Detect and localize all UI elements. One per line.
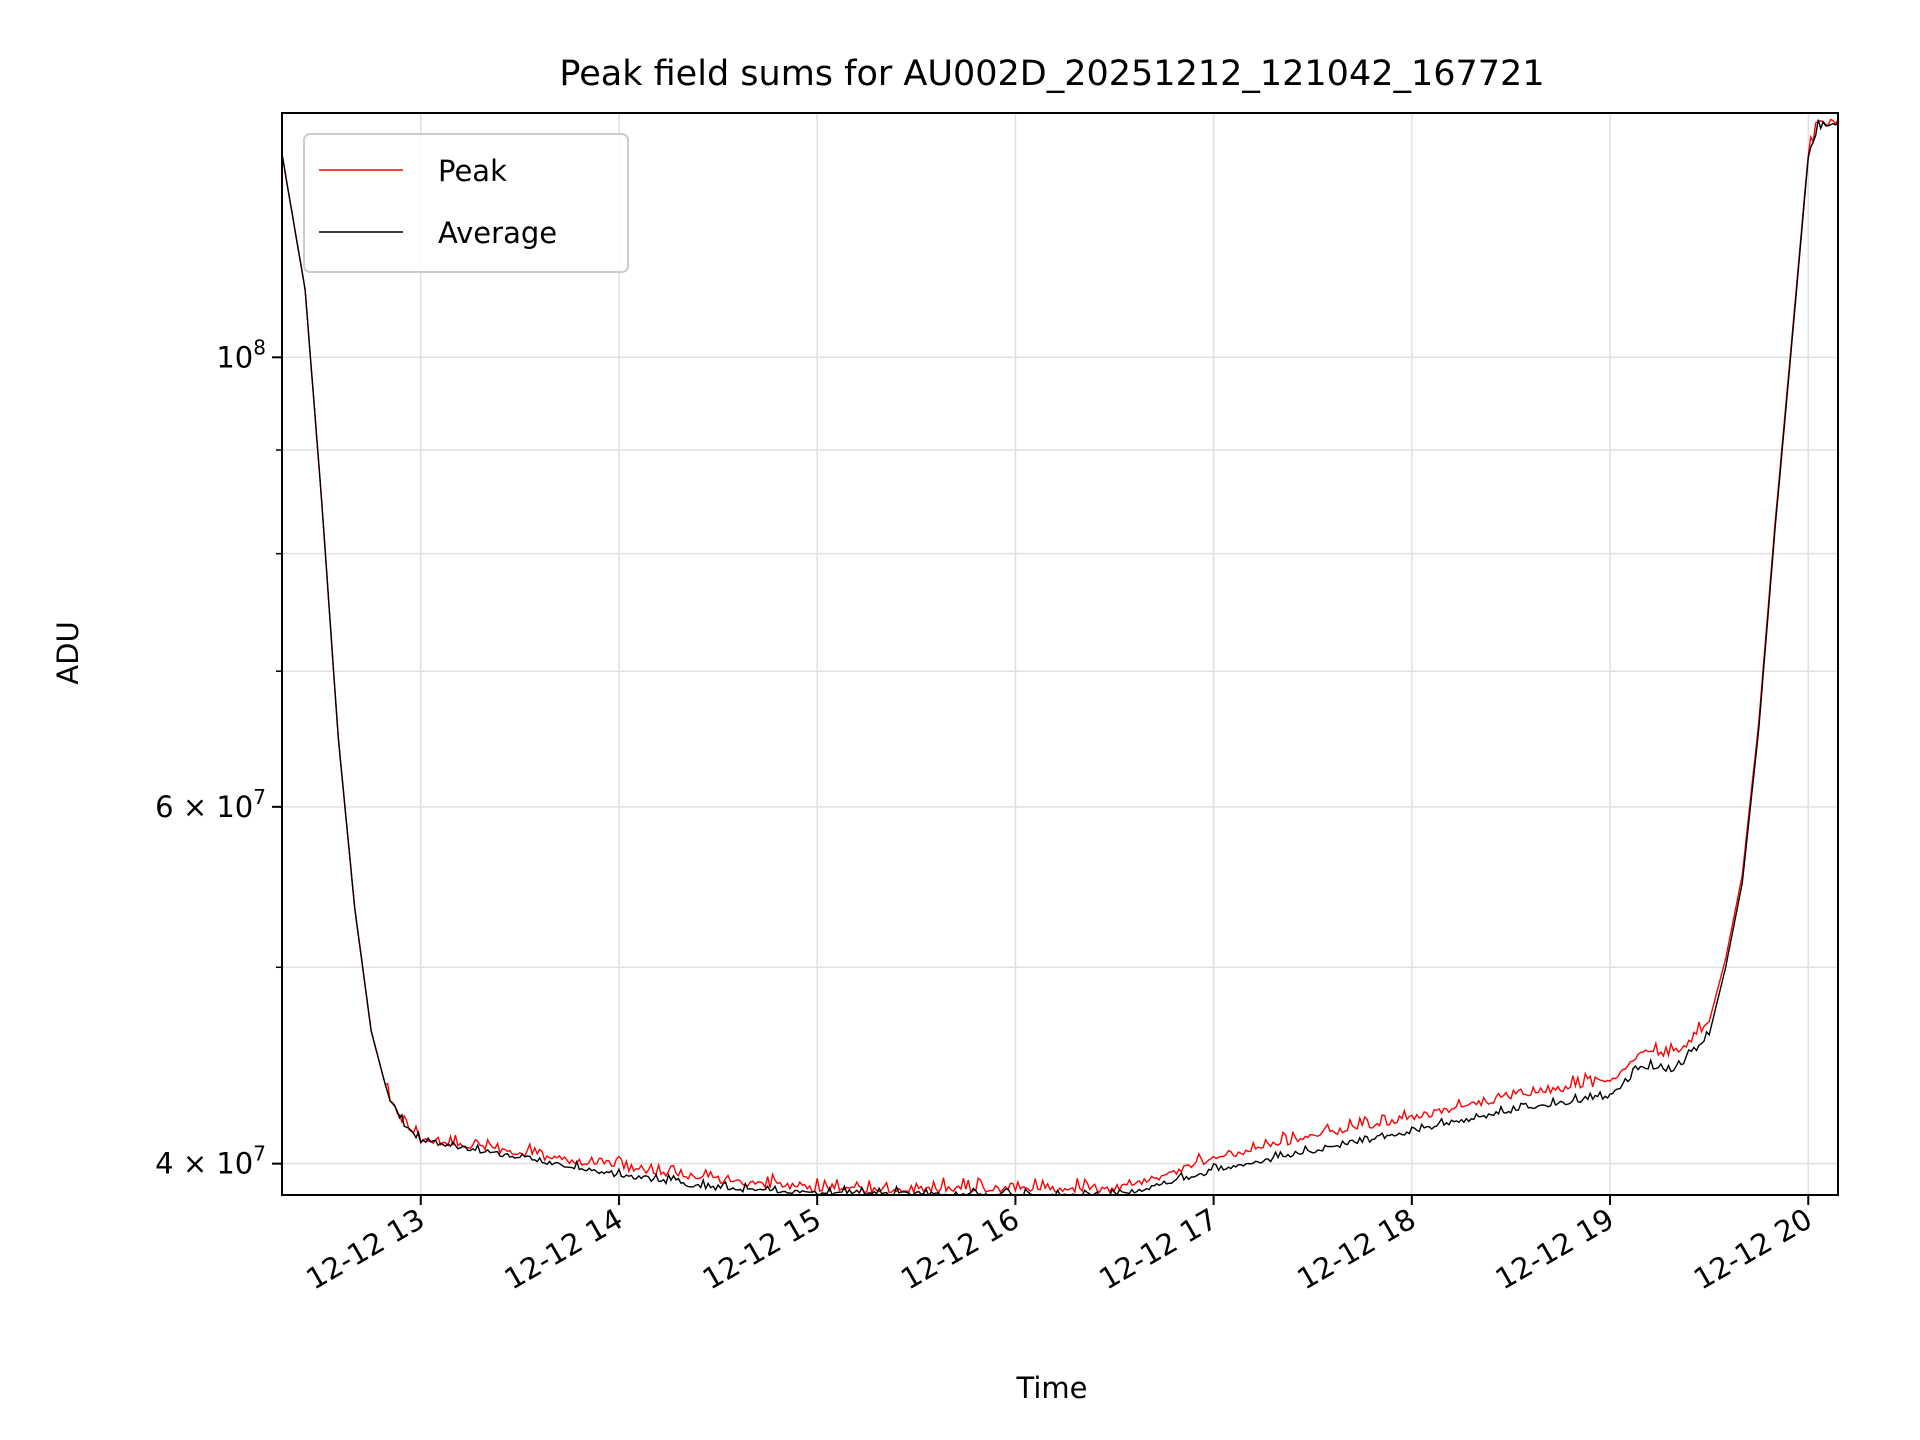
plot-frame (281, 112, 1839, 1196)
chart-title: Peak field sums for AU002D_20251212_1210… (559, 54, 1544, 94)
y-tick-label: 4 × 107 (155, 1142, 266, 1181)
y-axis-label: ADU (51, 621, 85, 684)
legend: Peak Average (303, 133, 629, 273)
y-axis: 108 6 × 107 4 × 107 (155, 335, 282, 1181)
y-tick-label: 108 (216, 335, 266, 374)
y-tick-label: 6 × 107 (155, 785, 266, 824)
x-axis-label: Time (1016, 1371, 1088, 1405)
series-layer (282, 118, 1838, 1195)
grid (282, 113, 1838, 1195)
legend-box (303, 133, 629, 273)
legend-label-average: Average (438, 216, 557, 250)
series-line-average (282, 119, 1838, 1195)
legend-label-peak: Peak (438, 154, 507, 188)
series-line-peak (282, 118, 1838, 1195)
